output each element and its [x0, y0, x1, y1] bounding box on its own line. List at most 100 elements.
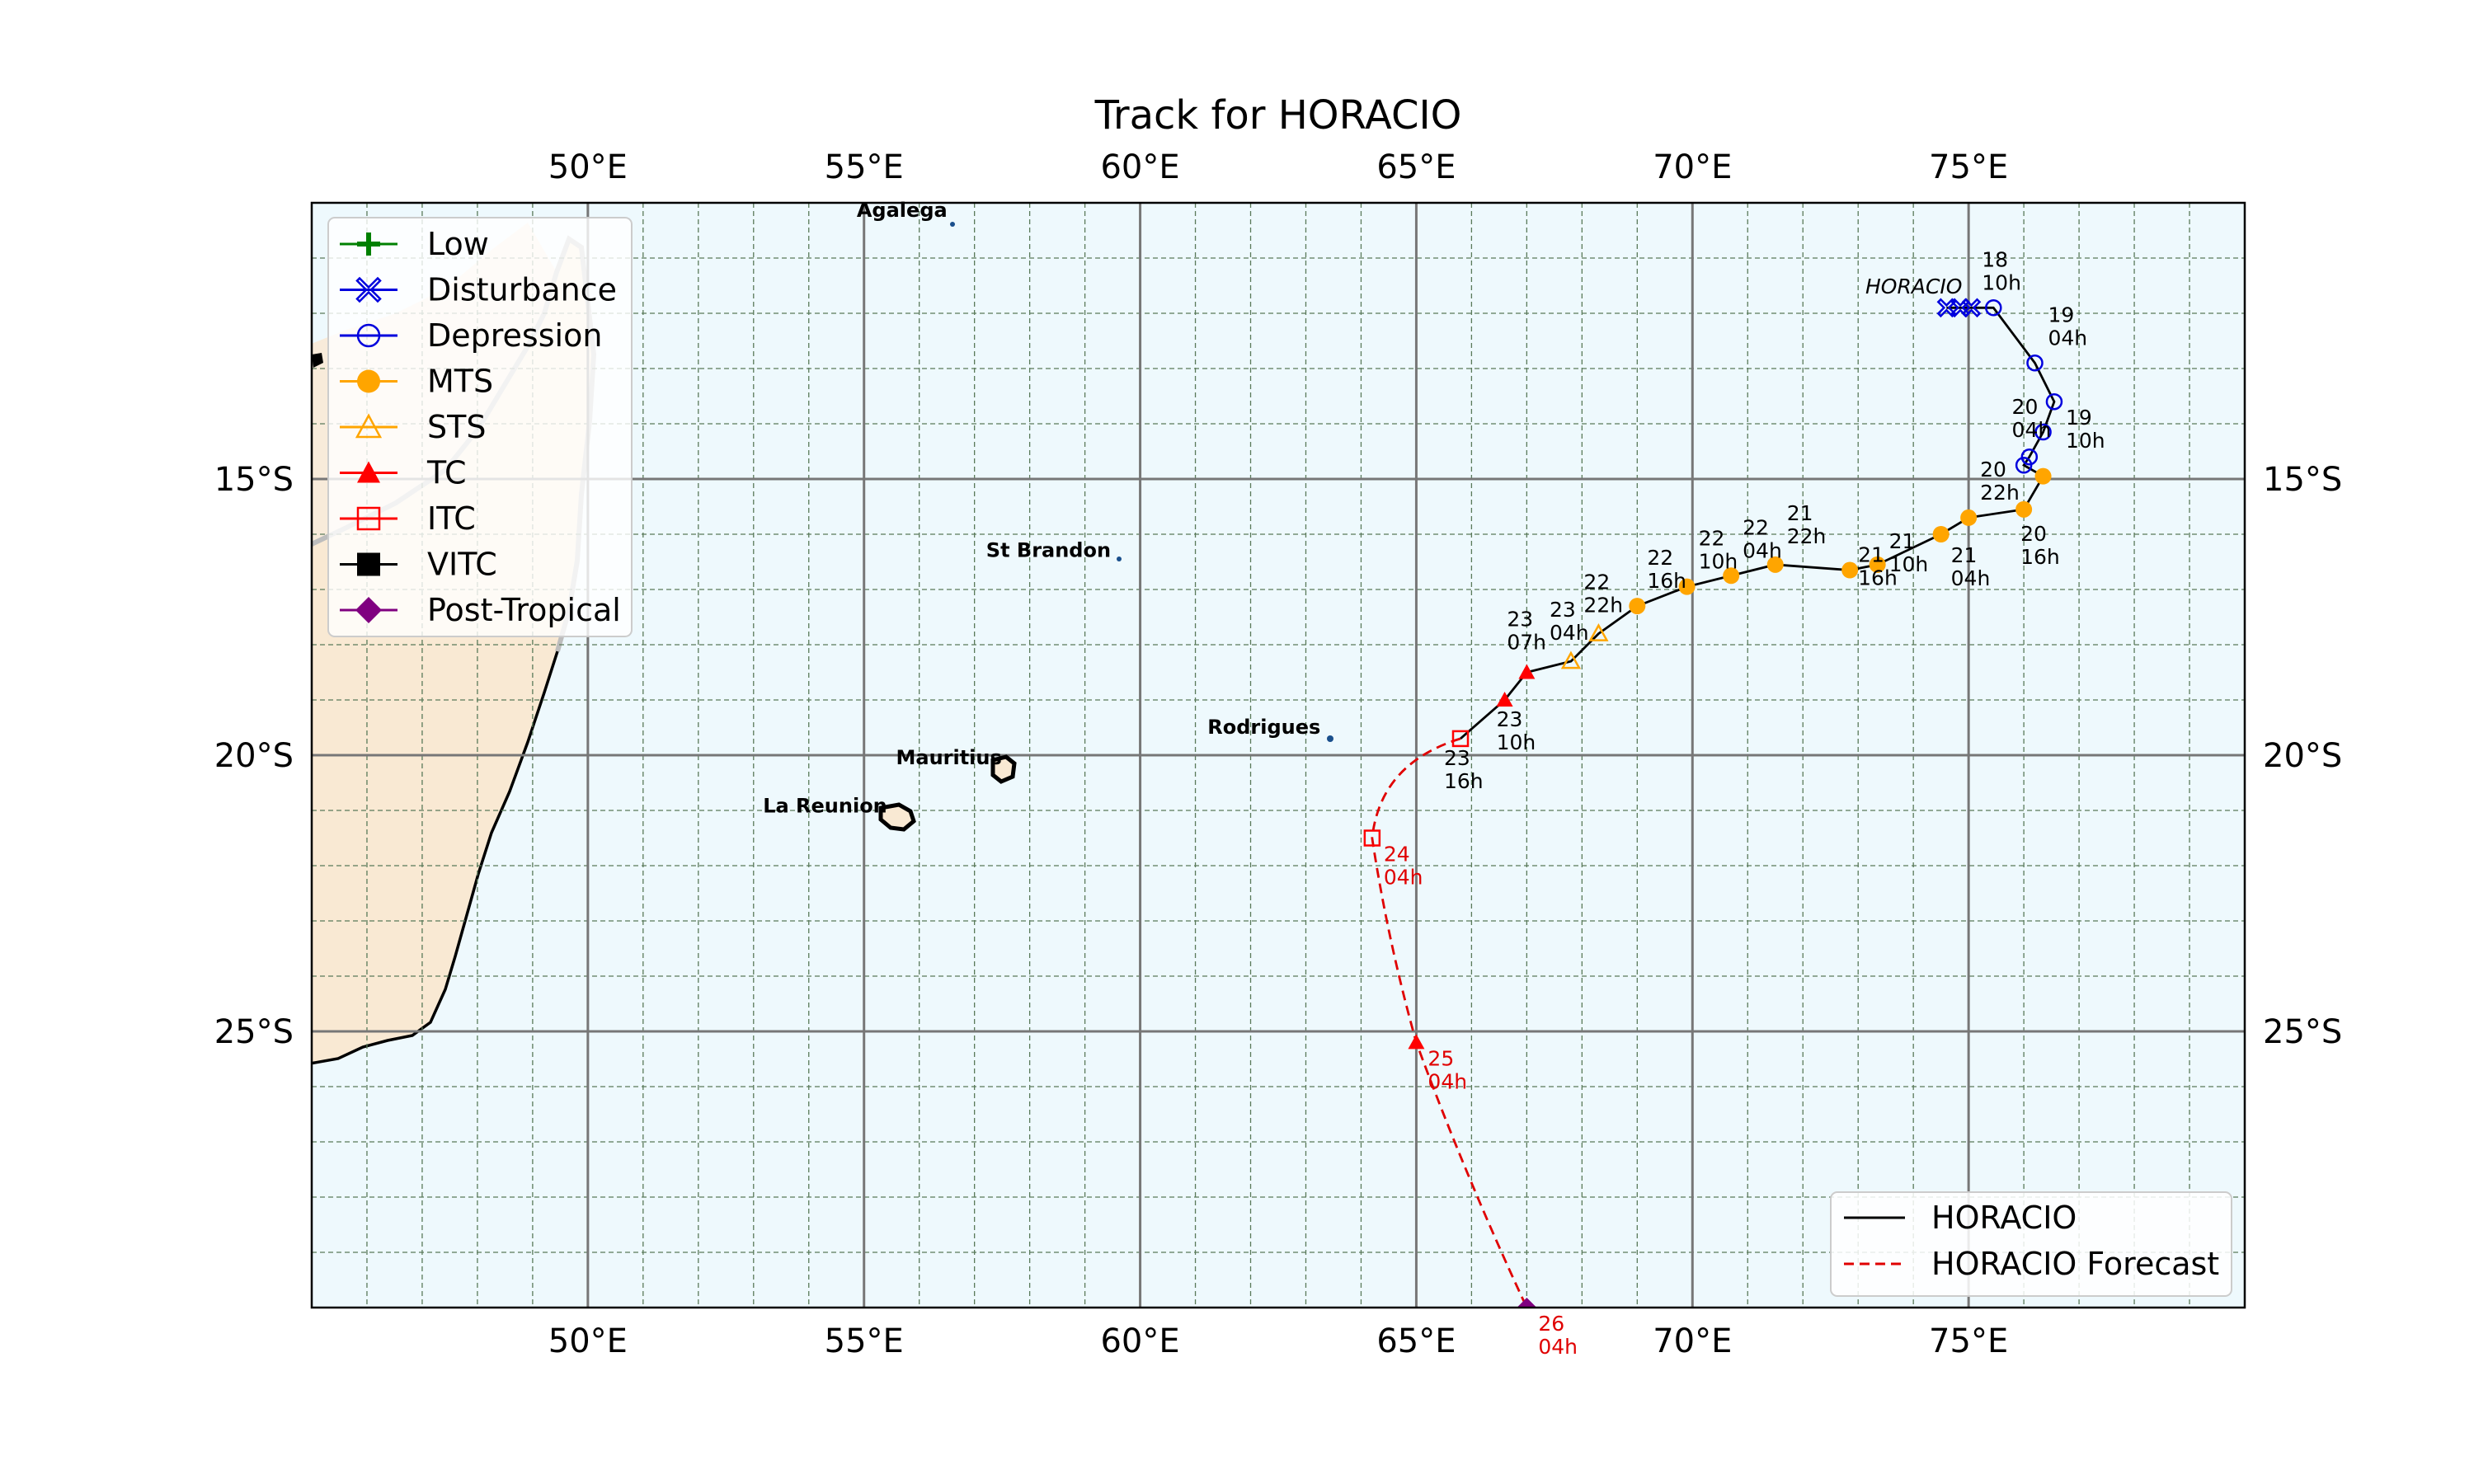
marker-tc	[357, 461, 380, 483]
legend-entry-sts: STS	[340, 409, 486, 445]
legend-entry-itc: ITC	[340, 500, 476, 537]
marker-tc	[1496, 692, 1513, 707]
track-point-label: 21 10h	[1889, 529, 1929, 576]
marker-mts	[1869, 556, 1886, 573]
marker-itc	[1451, 730, 1470, 748]
marker-post-tropical	[355, 597, 382, 623]
reunion-island	[878, 802, 916, 832]
track-point-label: 22 10h	[1699, 527, 1738, 574]
st-brandon-island	[1117, 556, 1122, 561]
track-point-label: 20 04h	[2012, 395, 2052, 442]
track-point-label: 22 04h	[1743, 515, 1782, 562]
legend-entry-mts: MTS	[340, 364, 493, 400]
legend-entry-tc: TC	[340, 455, 467, 491]
legend-label: Post-Tropical	[427, 592, 621, 628]
lon-tick-label-top: 70°E	[1653, 148, 1732, 186]
marker-mts	[2015, 500, 2033, 518]
marker-depression	[2045, 392, 2063, 411]
legend-entry-disturbance: Disturbance	[340, 272, 617, 308]
place-labels: Agalega St Brandon Rodrigues Mauritius La Re…	[763, 199, 1320, 818]
marker-tc	[1408, 1034, 1425, 1050]
legend-entry-low: Low	[340, 226, 489, 262]
marker-tc	[1518, 664, 1536, 679]
marker-depression	[2034, 423, 2052, 441]
marker-depression	[2026, 355, 2044, 372]
marker-disturbance	[355, 276, 382, 303]
lon-tick-label-top: 65°E	[1376, 148, 1456, 186]
place-label: St Brandon	[986, 539, 1111, 562]
category-legend: Low Disturbance Depression MTS STS TC ITC VITC P…	[327, 217, 633, 637]
storm-name-label: HORACIO	[1865, 275, 1962, 298]
marker-low	[357, 232, 380, 256]
rodrigues-island	[1327, 735, 1333, 742]
marker-sts	[1588, 623, 1609, 641]
lat-tick-label-right: 20°S	[2263, 737, 2342, 775]
track-markers	[1363, 298, 2063, 1308]
marker-mts	[1723, 567, 1740, 585]
track-forecast-line	[1371, 737, 1528, 1308]
marker-vitc	[357, 552, 380, 576]
place-label: Mauritius	[896, 746, 1001, 769]
legend-label: VITC	[427, 547, 497, 583]
track-legend-entry: HORACIO Forecast	[1844, 1246, 2219, 1282]
track-point-label: 18 10h	[1982, 247, 2021, 294]
place-label: Agalega	[857, 199, 948, 222]
marker-depression	[356, 323, 381, 348]
lon-tick-label-top: 60°E	[1100, 148, 1179, 186]
track-point-label: 21 22h	[1787, 501, 1827, 548]
marker-mts	[357, 369, 380, 393]
lon-tick-label-bottom: 50°E	[548, 1322, 628, 1360]
lat-tick-label-right: 15°S	[2263, 461, 2342, 499]
marker-itc	[356, 506, 381, 531]
place-label: Rodrigues	[1207, 716, 1320, 739]
legend-label: Disturbance	[427, 272, 617, 308]
track-point-label: 22 16h	[1647, 546, 1686, 593]
track-point-label: 26 04h	[1538, 1312, 1578, 1359]
map-frame	[310, 201, 2246, 1309]
track-point-label: 21 04h	[1951, 543, 1991, 590]
track-point-label: 23 16h	[1444, 746, 1484, 793]
marker-mts	[1960, 509, 1978, 526]
lon-tick-label-top: 75°E	[1929, 148, 2008, 186]
legend-label: Depression	[427, 317, 602, 354]
track-point-label: 20 16h	[2020, 522, 2060, 569]
marker-mts	[1932, 526, 1950, 542]
track-legend: HORACIO HORACIO Forecast	[1830, 1191, 2232, 1297]
marker-depression	[2015, 457, 2033, 474]
track-point-label: 25 04h	[1427, 1046, 1467, 1093]
legend-label: ITC	[427, 500, 476, 537]
legend-label: Low	[427, 226, 489, 262]
legend-label: HORACIO Forecast	[1931, 1246, 2219, 1282]
map-title: Track for HORACIO	[1094, 92, 1462, 139]
lon-tick-label-bottom: 60°E	[1100, 1322, 1179, 1360]
lon-tick-label-bottom: 75°E	[1929, 1322, 2008, 1360]
marker-itc	[1363, 829, 1381, 847]
track-point-label: 23 07h	[1507, 608, 1546, 655]
legend-label: MTS	[427, 364, 493, 400]
marker-sts	[1560, 650, 1582, 669]
lat-tick-label-right: 25°S	[2263, 1013, 2342, 1051]
track-point-label: 19 04h	[2048, 303, 2088, 350]
axis-labels: 50°E 50°E 55°E 55°E 60°E 60°E 65°E 65°E 70°E 70°E…	[214, 148, 2343, 1360]
marker-depression	[2020, 448, 2039, 466]
marker-depression	[1985, 299, 2002, 317]
track-point-label: 19 10h	[2066, 406, 2105, 453]
lat-tick-label-left: 20°S	[214, 737, 294, 775]
track-legend-entry: HORACIO	[1844, 1200, 2077, 1236]
lon-tick-label-bottom: 70°E	[1653, 1322, 1732, 1360]
legend-entry-depression: Depression	[340, 317, 602, 354]
lon-tick-label-bottom: 55°E	[825, 1322, 904, 1360]
mauritius-island	[990, 754, 1017, 784]
track-point-label: 23 04h	[1550, 598, 1589, 645]
track-point-label: 21 16h	[1858, 543, 1898, 590]
track-point-label: 23 10h	[1497, 707, 1536, 754]
lat-tick-label-left: 15°S	[214, 461, 294, 499]
lon-tick-label-top: 55°E	[825, 148, 904, 186]
track-point-label: 22 22h	[1583, 571, 1623, 618]
lat-tick-label-left: 25°S	[214, 1013, 294, 1051]
marker-disturbance	[1961, 298, 1982, 318]
marker-mts	[2034, 467, 2052, 485]
marker-sts	[355, 413, 383, 439]
legend-label: STS	[427, 409, 486, 445]
